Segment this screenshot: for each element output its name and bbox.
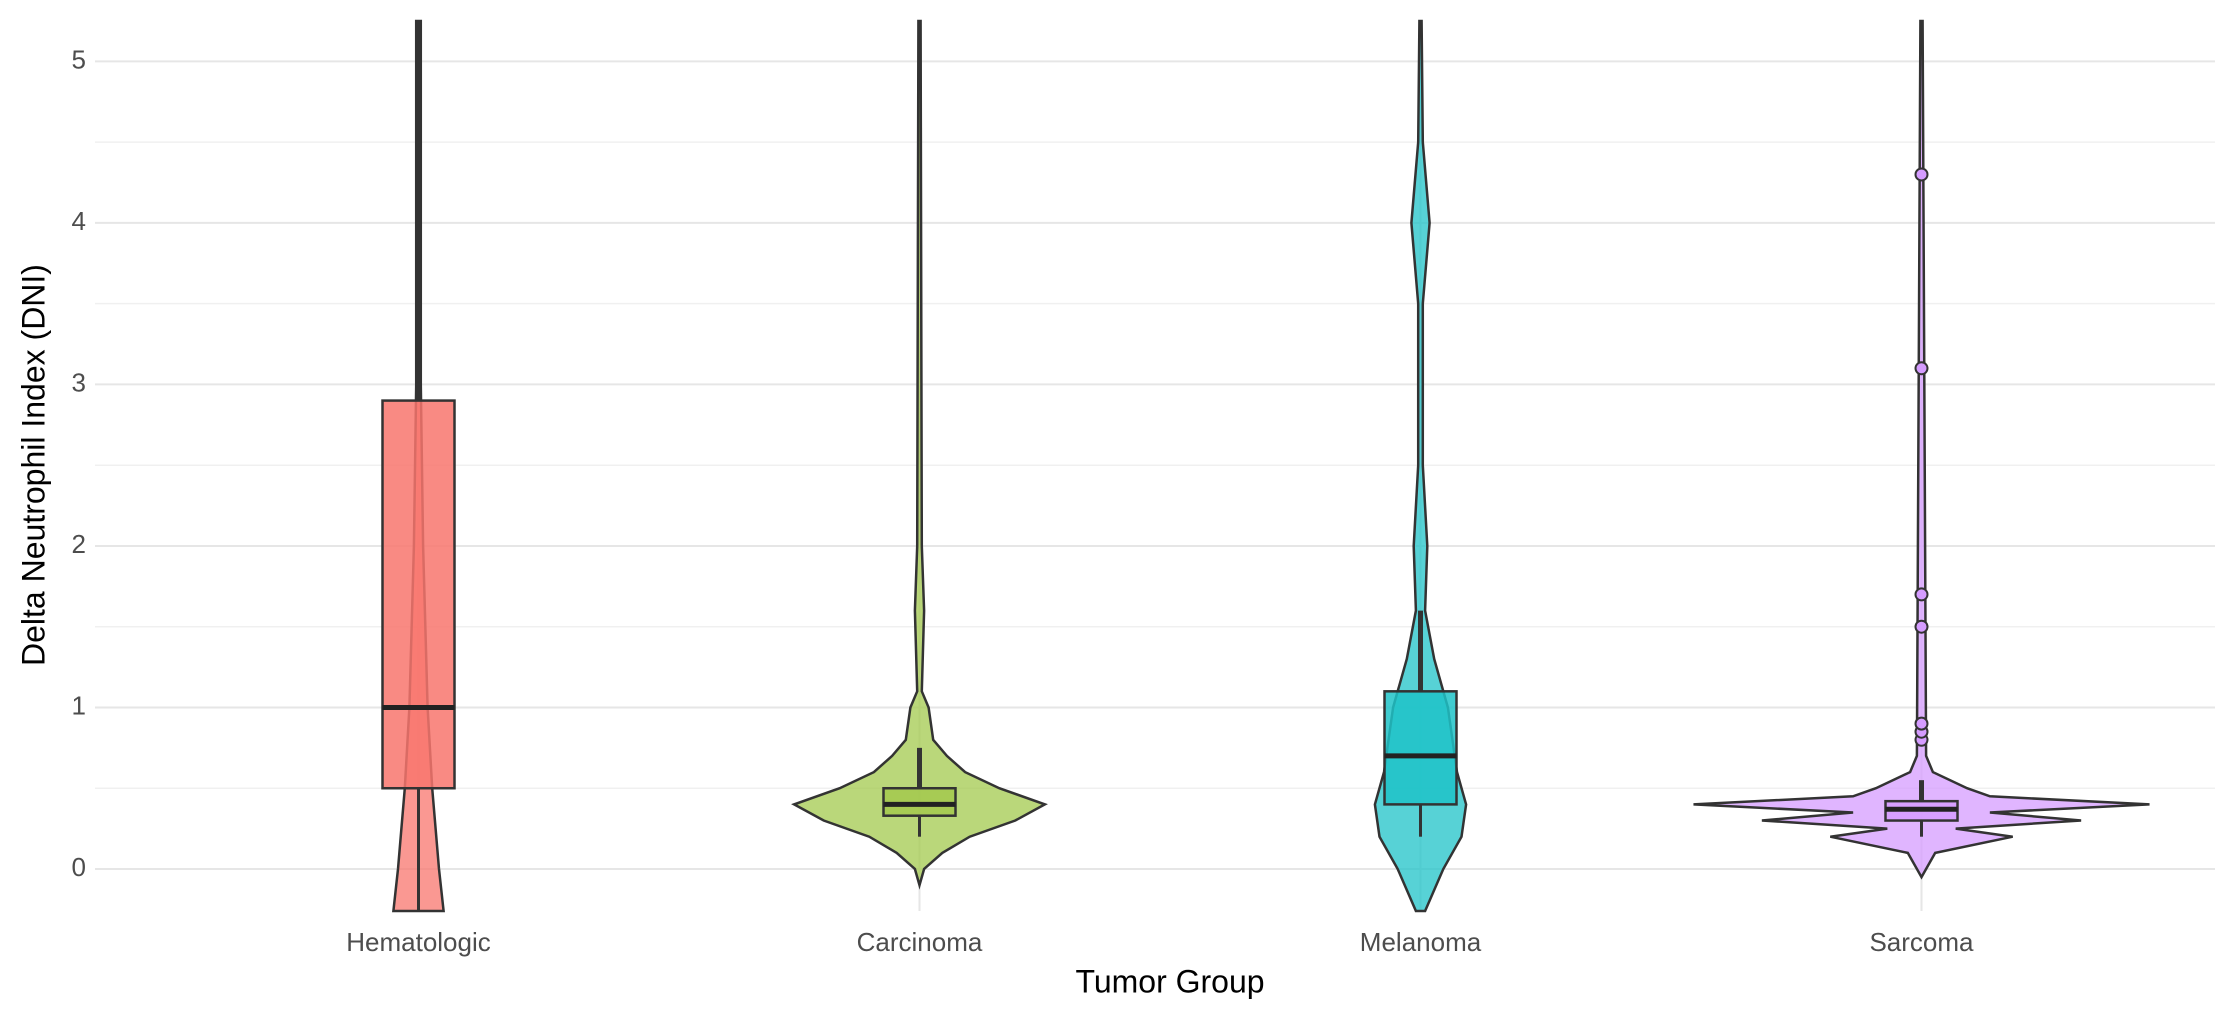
outlier — [1914, 361, 1929, 376]
outlier — [1914, 619, 1929, 634]
violin — [791, 19, 1048, 890]
y-tick-label: 0 — [72, 852, 86, 882]
y-tick-label: 2 — [72, 529, 86, 559]
x-tick-label: Hematologic — [346, 927, 491, 957]
y-tick-label: 5 — [72, 44, 86, 74]
y-tick-label: 3 — [72, 367, 86, 397]
box — [381, 399, 456, 790]
y-tick-label: 4 — [72, 206, 86, 236]
x-tick-label: Carcinoma — [857, 927, 983, 957]
x-tick-label: Sarcoma — [1869, 927, 1974, 957]
violin — [1693, 19, 2150, 880]
outlier — [1914, 167, 1929, 182]
x-tick-label: Melanoma — [1360, 927, 1482, 957]
outlier — [1914, 716, 1929, 731]
box — [1383, 690, 1458, 806]
outlier — [1914, 587, 1929, 602]
x-axis-title: Tumor Group — [1075, 963, 1264, 999]
y-tick-label: 1 — [72, 690, 86, 720]
y-axis-title: Delta Neutrophil Index (DNI) — [15, 264, 51, 666]
